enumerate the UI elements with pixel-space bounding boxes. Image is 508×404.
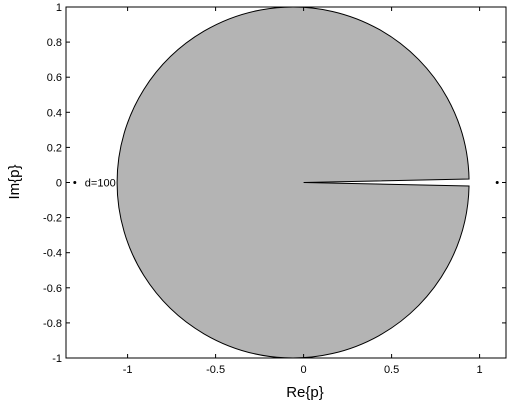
y-tick-label: 0.8 [47,37,62,49]
y-tick-label: 0.4 [47,107,62,119]
x-axis-label: Re{p} [286,384,324,401]
shaded-region [116,6,470,359]
y-tick-label: -1 [52,353,62,365]
y-tick-label: 1 [56,2,62,14]
y-tick-label: 0.2 [47,142,62,154]
y-tick-label: 0.6 [47,72,62,84]
x-tick-label: 1 [477,364,483,376]
x-tick-label: 0.5 [384,364,399,376]
data-point [73,181,77,184]
y-tick-label: -0.2 [43,213,62,225]
x-tick-label: -0.5 [206,364,225,376]
y-axis-label: Im{p} [6,164,23,199]
y-tick-label: -0.4 [43,248,62,260]
x-tick-label: -1 [123,364,133,376]
point-label: d=100 [85,178,116,190]
x-tick-label: 0 [301,364,307,376]
data-point [495,181,499,184]
y-tick-label: 0 [56,178,62,190]
plot-layer: -1 -0.5 0 0.5 1 1 0.8 0.6 0.4 0.2 0 -0.2 -0.4 -0.6 -0.… [43,2,507,376]
y-tick-label: -0.8 [43,318,62,330]
y-tick-label: -0.6 [43,283,62,295]
